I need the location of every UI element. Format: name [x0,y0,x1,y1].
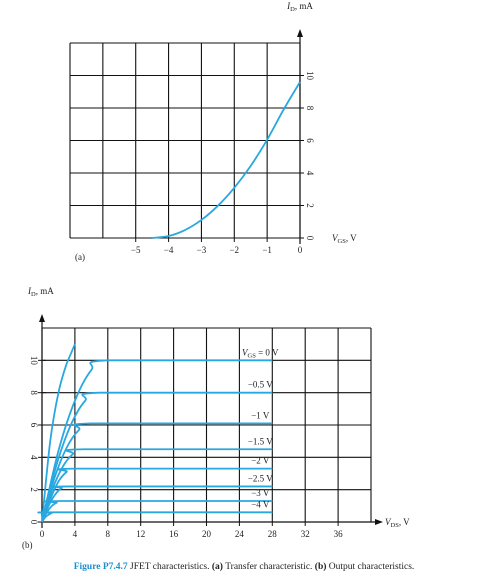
curve [41,343,76,523]
x-axis-label-sub: GS [338,238,347,245]
y-axis-label-main: I [286,1,291,11]
x-axis-label-main: V [332,233,339,243]
x-tick-label: 12 [136,529,145,539]
caption-text: JFET characteristics. [130,562,210,572]
panel-label: (a) [75,252,85,262]
y-tick-label: 4 [29,455,39,460]
curve-label: −0.5 V [248,380,273,390]
x-axis-arrow [375,519,383,525]
caption-a: (a) [212,561,223,572]
y-axis-arrow [39,314,45,322]
curve [41,359,273,523]
x-tick-label: 4 [73,529,78,539]
curve [41,485,273,523]
caption-b: (b) [315,561,327,572]
y-axis-label: ID, mA [286,1,313,13]
curve-label: −1.5 V [248,436,273,446]
x-tick-label: 0 [298,245,303,255]
x-axis-label: VGS, V [332,233,357,245]
y-axis-label-main: I [27,286,32,296]
y-axis-arrow [297,29,303,37]
curve [41,422,273,523]
x-tick-label: −1 [262,245,272,255]
y-tick-label: 6 [305,138,315,143]
x-tick-label: −2 [229,245,239,255]
curve-label: −2.5 V [248,473,273,483]
x-tick-label: 28 [268,529,278,539]
x-axis-label-sub: DS [391,522,400,529]
y-tick-label: 6 [29,423,39,428]
x-tick-label: 20 [202,529,212,539]
curve-label: −1 V [251,410,270,420]
y-tick-label: 2 [305,203,315,208]
x-tick-label: 36 [334,529,344,539]
x-tick-label: 16 [169,529,179,539]
curve-label-main: V [242,347,249,357]
x-axis-label: VDS, V [385,517,410,529]
curve-label: −4 V [251,499,270,509]
y-tick-label: 10 [29,356,39,366]
panel-label: (b) [22,540,33,550]
curve [152,81,301,239]
y-tick-label: 10 [305,71,315,81]
x-tick-label: −4 [164,245,174,255]
curve-label: −2 V [251,456,270,466]
caption-a-text: Transfer characteristic. [225,561,312,572]
y-axis-label-sub: D [31,291,36,298]
y-axis-label-rest: , mA [295,1,314,11]
curve [41,391,273,523]
x-tick-label: 8 [106,529,111,539]
x-axis-label-rest: , V [399,517,410,527]
x-tick-label: −5 [131,245,141,255]
y-tick-label: 4 [305,171,315,176]
y-tick-label: 8 [305,106,315,111]
x-axis-label-main: V [385,517,392,527]
curve [41,448,273,523]
caption-b-text: Output characteristics. [329,562,414,572]
x-tick-label: 0 [40,529,45,539]
curve-label: −3 V [251,488,270,498]
curve-label: VGS = 0 V [242,347,279,359]
y-axis-label-rest: , mA [36,286,55,296]
x-tick-label: −3 [197,245,207,255]
caption: Figure P7.4.7 JFET characteristics. (a) … [74,561,415,572]
x-tick-label: 32 [301,529,310,539]
y-tick-label: 2 [29,487,39,492]
curve-label-rest: = 0 V [256,347,279,357]
y-tick-label: 0 [305,236,315,241]
caption-number: Figure P7.4.7 [74,562,128,572]
y-tick-label: 0 [29,520,39,525]
x-tick-label: 24 [235,529,245,539]
x-axis-label-rest: , V [346,233,357,243]
y-tick-label: 8 [29,390,39,395]
curve [41,467,273,523]
y-axis-label-sub: D [290,6,295,13]
curve-label-sub: GS [248,353,257,360]
curve [37,511,273,523]
y-axis-label: ID, mA [27,286,54,298]
